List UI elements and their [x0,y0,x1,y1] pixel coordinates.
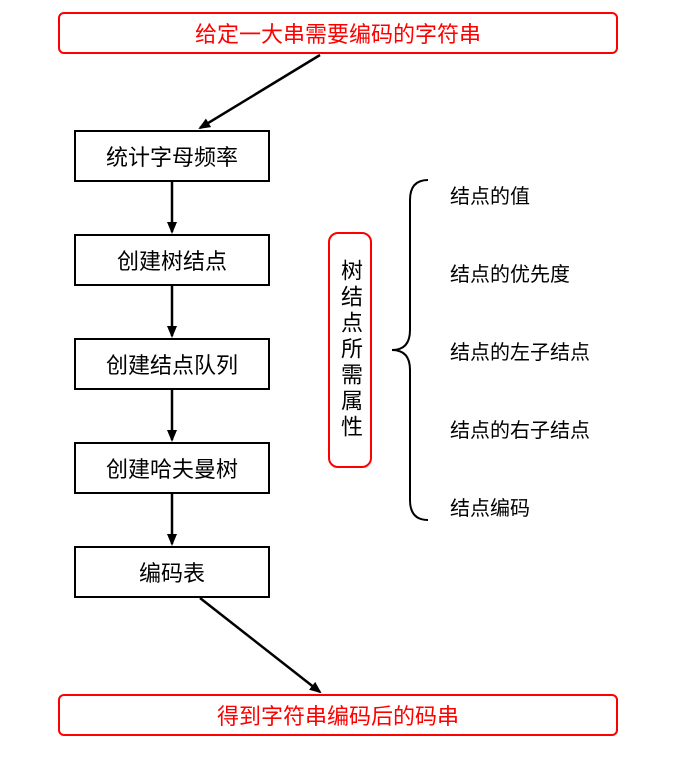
attr-item-2: 结点的优先度 [450,258,570,287]
attr-item-2-label: 结点的优先度 [450,264,570,286]
attr-item-4-label: 结点的右子结点 [450,420,590,442]
edge-step5-output [200,598,320,692]
output-label: 得到字符串编码后的码串 [217,699,459,731]
step1-label: 统计字母频率 [106,140,238,172]
input-label: 给定一大串需要编码的字符串 [195,17,481,49]
step2-label: 创建树结点 [117,244,227,276]
step5-label: 编码表 [139,556,205,588]
attr-item-1: 结点的值 [450,180,530,209]
attr-item-3: 结点的左子结点 [450,336,590,365]
attr-item-3-label: 结点的左子结点 [450,342,590,364]
flowchart-step-1: 统计字母频率 [74,130,270,182]
attr-item-5: 结点编码 [450,492,530,521]
edge-input-step1 [200,55,320,128]
attr-item-1-label: 结点的值 [450,186,530,208]
flowchart-output-node: 得到字符串编码后的码串 [58,694,618,736]
curly-brace-icon [392,180,428,520]
node-attributes-title-box: 树结点所需属性 [328,232,372,468]
attr-item-4: 结点的右子结点 [450,414,590,443]
step3-label: 创建结点队列 [106,348,238,380]
attr-item-5-label: 结点编码 [450,498,530,520]
step4-label: 创建哈夫曼树 [106,452,238,484]
flowchart-input-node: 给定一大串需要编码的字符串 [58,12,618,54]
flowchart-step-5: 编码表 [74,546,270,598]
flowchart-step-3: 创建结点队列 [74,338,270,390]
flowchart-step-4: 创建哈夫曼树 [74,442,270,494]
flowchart-step-2: 创建树结点 [74,234,270,286]
attr-box-label: 树结点所需属性 [334,259,366,441]
